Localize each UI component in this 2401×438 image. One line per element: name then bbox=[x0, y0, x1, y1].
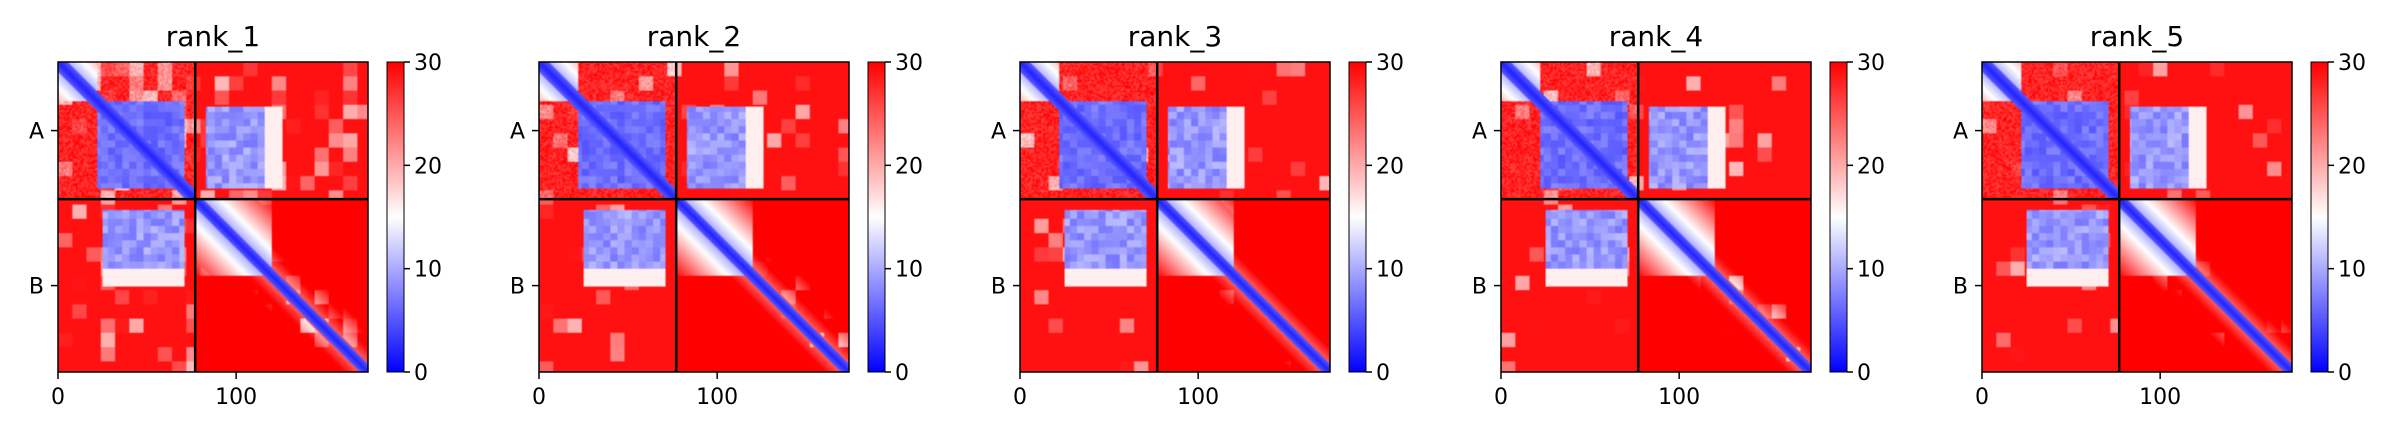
chart-panel-rank_5: rank_5 0 100 A B 0 10 20 30 bbox=[1953, 20, 2366, 410]
y-tick-label: B bbox=[510, 275, 525, 300]
colorbar-tick-label: 10 bbox=[1376, 258, 1404, 283]
y-tick-label: B bbox=[1472, 275, 1487, 300]
colorbar-tick-label: 20 bbox=[895, 154, 923, 179]
heatmap-image bbox=[1020, 62, 1330, 372]
chart-panel-rank_3: rank_3 0 100 A B 0 10 20 30 bbox=[991, 20, 1404, 410]
axes-frame bbox=[538, 61, 850, 373]
x-tick-label: 0 bbox=[51, 385, 65, 410]
heatmap-image bbox=[1501, 62, 1811, 372]
chart-panel-rank_2: rank_2 0 100 A B 0 10 20 30 bbox=[510, 20, 923, 410]
y-tick-label: A bbox=[510, 120, 525, 145]
axes-frame bbox=[57, 61, 369, 373]
colorbar bbox=[867, 61, 886, 373]
y-tick-label: A bbox=[29, 120, 44, 145]
colorbar-tick-label: 0 bbox=[2338, 361, 2352, 386]
x-tick-label: 0 bbox=[1975, 385, 1989, 410]
chart-title: rank_5 bbox=[2090, 20, 2184, 53]
colorbar bbox=[386, 61, 405, 373]
colorbar bbox=[1348, 61, 1367, 373]
colorbar-tick-label: 20 bbox=[2338, 154, 2366, 179]
colorbar bbox=[1829, 61, 1848, 373]
x-tick-label: 100 bbox=[2139, 385, 2181, 410]
colorbar-tick-label: 20 bbox=[414, 154, 442, 179]
y-tick-label: A bbox=[1472, 120, 1487, 145]
colorbar-tick-label: 30 bbox=[2338, 51, 2366, 76]
colorbar-tick-label: 0 bbox=[414, 361, 428, 386]
y-tick-label: B bbox=[1953, 275, 1968, 300]
chart-title: rank_3 bbox=[1128, 20, 1222, 53]
x-tick-label: 100 bbox=[215, 385, 257, 410]
colorbar-tick-label: 30 bbox=[895, 51, 923, 76]
x-tick-label: 100 bbox=[1658, 385, 1700, 410]
colorbar-tick-label: 10 bbox=[2338, 258, 2366, 283]
x-tick-label: 0 bbox=[1013, 385, 1027, 410]
axes-frame bbox=[1500, 61, 1812, 373]
colorbar bbox=[2310, 61, 2329, 373]
colorbar-tick-label: 10 bbox=[414, 258, 442, 283]
x-tick-label: 100 bbox=[696, 385, 738, 410]
y-tick-label: A bbox=[991, 120, 1006, 145]
colorbar-tick-label: 30 bbox=[1376, 51, 1404, 76]
chart-panel-rank_4: rank_4 0 100 A B 0 10 20 30 bbox=[1472, 20, 1885, 410]
colorbar-tick-label: 10 bbox=[1857, 258, 1885, 283]
colorbar-tick-label: 20 bbox=[1857, 154, 1885, 179]
chart-title: rank_1 bbox=[166, 20, 260, 53]
y-tick-label: B bbox=[991, 275, 1006, 300]
colorbar-tick-label: 10 bbox=[895, 258, 923, 283]
y-tick-label: B bbox=[29, 275, 44, 300]
colorbar-tick-label: 0 bbox=[895, 361, 909, 386]
axes-frame bbox=[1981, 61, 2293, 373]
x-tick-label: 0 bbox=[1494, 385, 1508, 410]
chart-panel-rank_1: rank_1 0 100 A B 0 10 20 30 bbox=[29, 20, 442, 410]
colorbar-tick-label: 0 bbox=[1857, 361, 1871, 386]
heatmap-image bbox=[1982, 62, 2292, 372]
colorbar-tick-label: 30 bbox=[1857, 51, 1885, 76]
x-tick-label: 0 bbox=[532, 385, 546, 410]
y-tick-label: A bbox=[1953, 120, 1968, 145]
colorbar-tick-label: 30 bbox=[414, 51, 442, 76]
colorbar-tick-label: 0 bbox=[1376, 361, 1390, 386]
axes-frame bbox=[1019, 61, 1331, 373]
colorbar-tick-label: 20 bbox=[1376, 154, 1404, 179]
heatmap-image bbox=[58, 62, 368, 372]
x-tick-label: 100 bbox=[1177, 385, 1219, 410]
chart-title: rank_4 bbox=[1609, 20, 1703, 53]
chart-title: rank_2 bbox=[647, 20, 741, 53]
heatmap-image bbox=[539, 62, 849, 372]
